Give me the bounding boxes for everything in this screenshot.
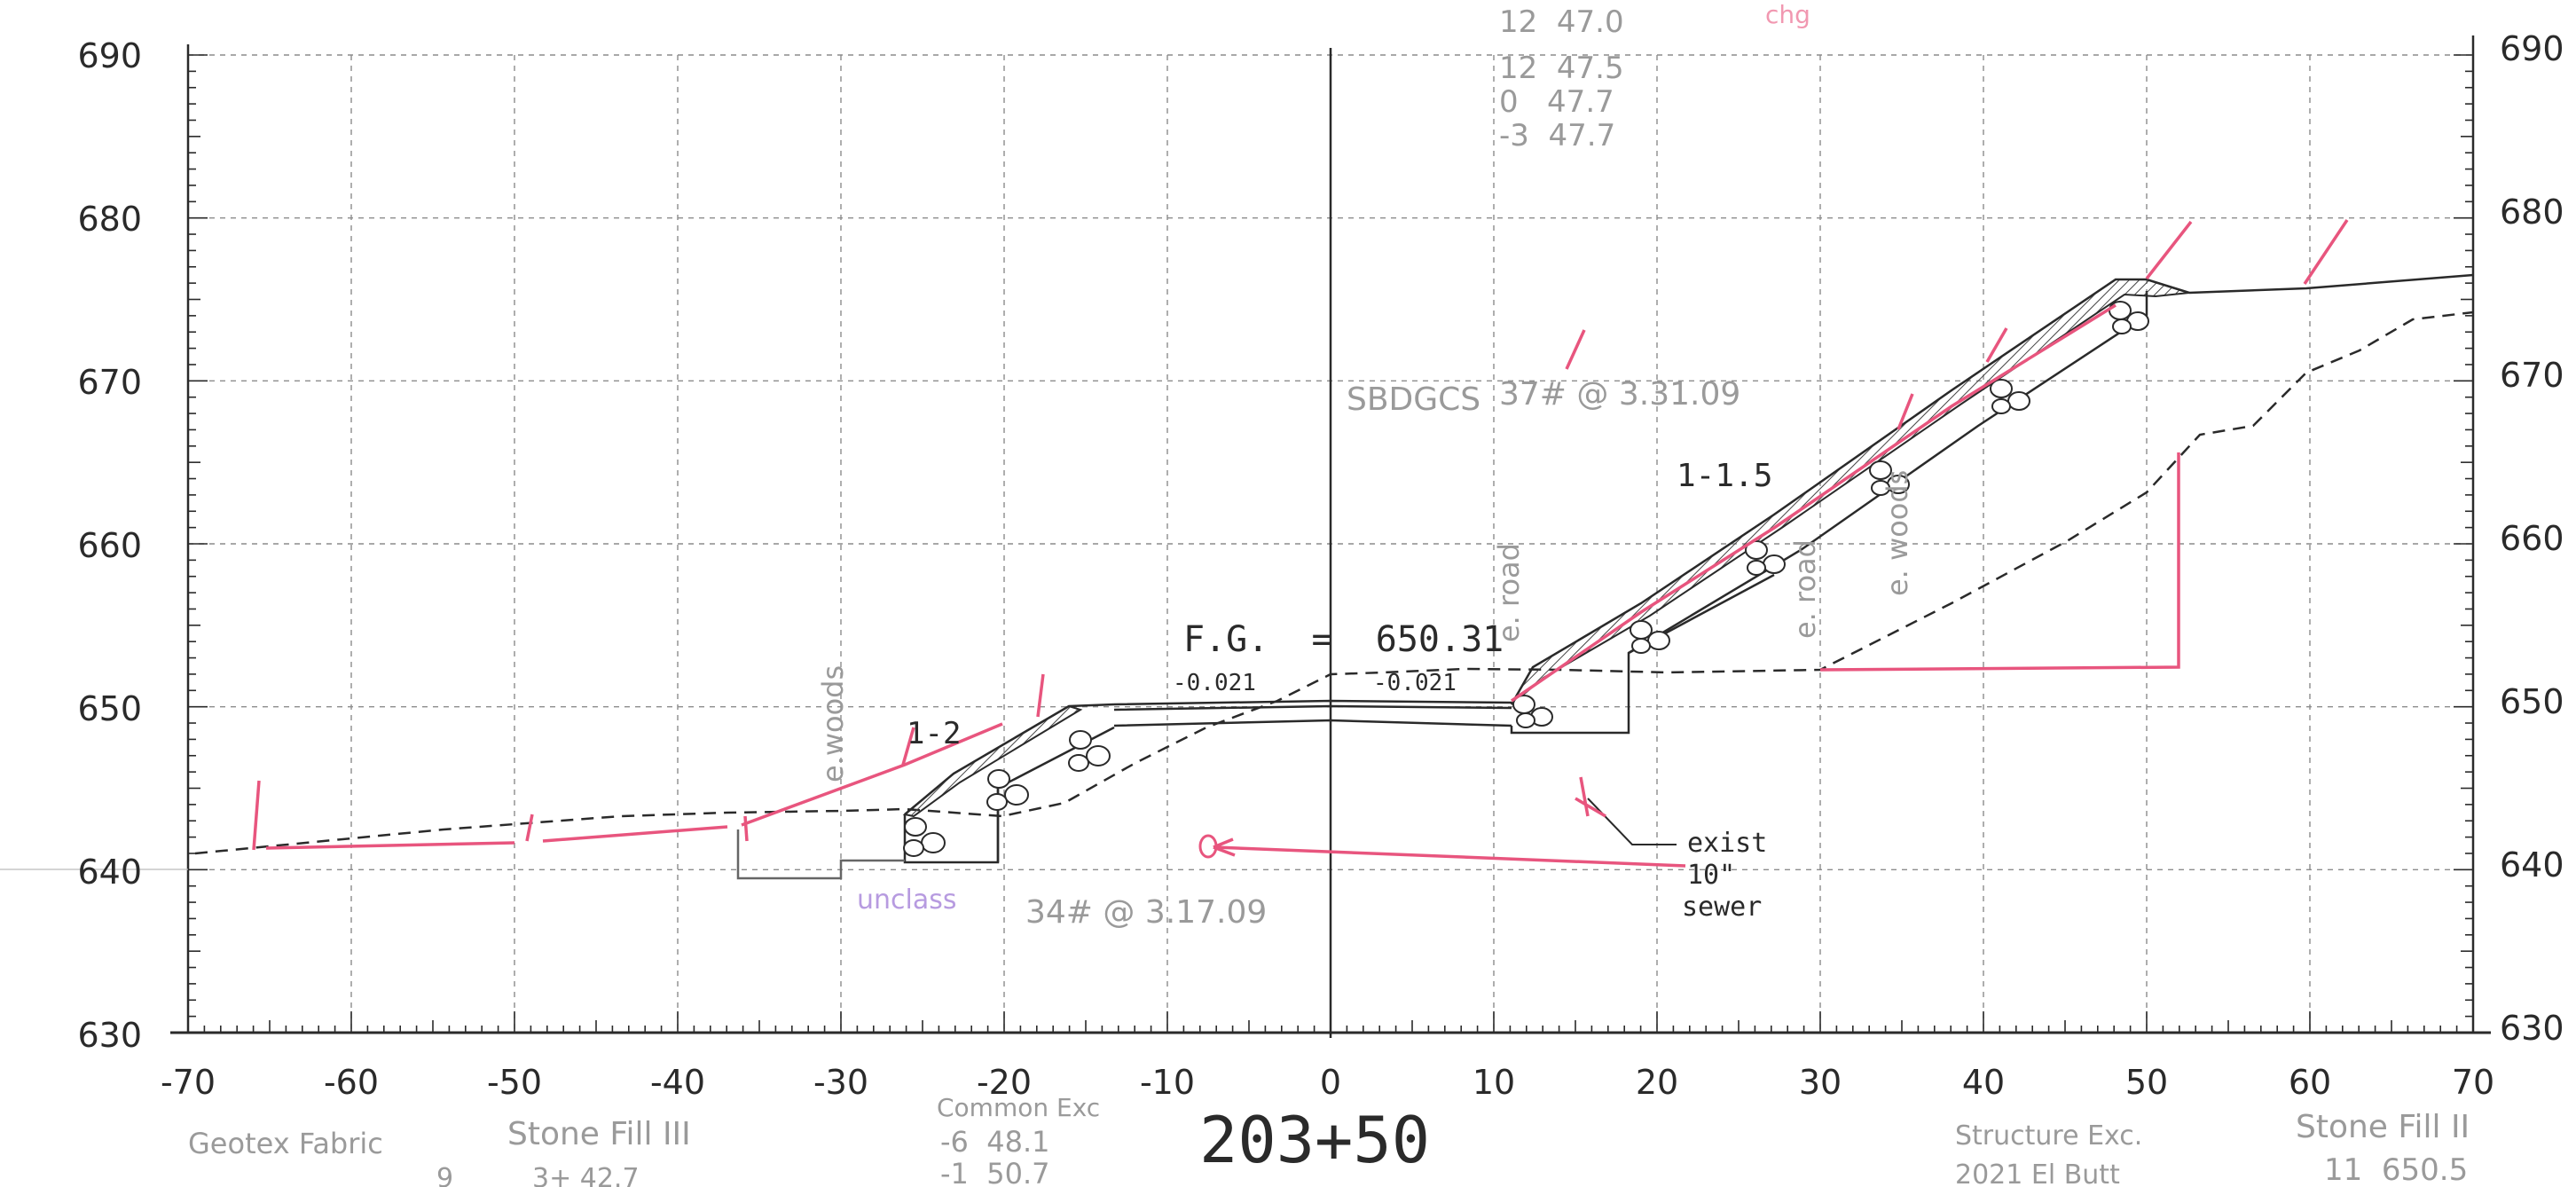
- note-bottom-stonefill2: Stone Fill II: [2296, 1109, 2470, 1145]
- slope-right-label: -0.021: [1373, 670, 1457, 696]
- x-tick-label: -50: [487, 1063, 542, 1102]
- y-tick-label: 640: [2500, 845, 2564, 884]
- y-tick-label: 660: [2500, 519, 2564, 558]
- note-bottom-9: 9: [436, 1163, 453, 1187]
- note-bottom-structure-val: 2021 El Butt: [1955, 1159, 2120, 1187]
- note-bottom-structure: Structure Exc.: [1955, 1120, 2142, 1152]
- existing-sewer-label: sewer: [1682, 892, 1762, 923]
- x-tick-label: -20: [977, 1063, 1032, 1102]
- edge-road-left: e. road: [1492, 543, 1526, 642]
- y-tick-label: 680: [77, 200, 142, 239]
- x-tick-label: 0: [1320, 1063, 1341, 1102]
- red-circle-mark: [1198, 834, 1218, 859]
- existing-sewer-size: 10": [1687, 860, 1735, 891]
- right-slope-hatch: [1511, 279, 2190, 705]
- note-sbdgcs: SBDGCS: [1347, 381, 1480, 418]
- x-tick-labels: -70 -60 -50 -40 -30 -20 -10 0 10 20 30 4…: [161, 1063, 2494, 1102]
- y-tick-label: 670: [77, 363, 142, 402]
- slope-ratio-right: 1-1.5: [1677, 458, 1772, 494]
- note-left-date: 34# @ 3.17.09: [1025, 894, 1267, 931]
- note-bottom-stonefill2-val: 11 650.5: [2324, 1152, 2468, 1187]
- note-unclass: unclass: [857, 884, 957, 916]
- note-top-1: 12 47.0: [1499, 4, 1624, 40]
- y-tick-label: 670: [2500, 356, 2564, 395]
- x-tick-label: 10: [1473, 1063, 1515, 1102]
- x-tick-label: 20: [1636, 1063, 1678, 1102]
- x-tick-label: -30: [813, 1063, 868, 1102]
- x-tick-label: 30: [1799, 1063, 1842, 1102]
- finished-grade-label: F.G. = 650.31: [1183, 619, 1504, 660]
- left-toe-box: [736, 829, 905, 880]
- y-tick-label: 690: [77, 36, 142, 75]
- x-tick-label: 50: [2125, 1063, 2168, 1102]
- note-top-4: -3 47.7: [1499, 118, 1615, 153]
- red-pencil-marks: [252, 219, 2349, 868]
- existing-sewer-exist: exist: [1687, 828, 1767, 859]
- edge-road-right: e. road: [1788, 539, 1822, 639]
- slope-left-label: -0.021: [1173, 670, 1256, 696]
- edge-woods-left: e.woods: [816, 665, 850, 782]
- left-slope-hatch: [902, 704, 1083, 818]
- y-tick-labels-left: 690 680 670 660 650 640 630: [77, 36, 142, 1055]
- x-tick-label: 40: [1962, 1063, 2005, 1102]
- slope-ratio-left: 1-2: [907, 716, 961, 751]
- note-top-right: chg: [1765, 0, 1810, 29]
- note-bottom-common-1: -6 48.1: [940, 1125, 1050, 1159]
- x-tick-label: -70: [161, 1063, 216, 1102]
- y-tick-label: 640: [77, 853, 142, 892]
- riprap-stones: [903, 301, 2149, 857]
- note-top-3: 0 47.7: [1499, 84, 1614, 120]
- frame: [0, 35, 2491, 1038]
- y-tick-labels-right: 690 680 670 660 650 640 630: [2500, 29, 2564, 1048]
- y-tick-label: 650: [77, 689, 142, 728]
- note-top-2: 12 47.5: [1499, 51, 1624, 86]
- existing-ground-right: [2188, 273, 2474, 295]
- note-bottom-common-2: -1 50.7: [940, 1157, 1050, 1187]
- edge-woods-right: e. woods: [1881, 470, 1914, 596]
- x-tick-label: -40: [650, 1063, 705, 1102]
- x-tick-label: -60: [324, 1063, 379, 1102]
- y-tick-label: 650: [2500, 682, 2564, 721]
- note-sbdgcs-date: 37# @ 3.31.09: [1499, 376, 1740, 413]
- station-label: 203+50: [1199, 1103, 1430, 1177]
- note-bottom-geotex: Geotex Fabric: [188, 1127, 383, 1160]
- note-bottom-common: Common Exc: [937, 1093, 1100, 1122]
- sewer-leader: [1587, 798, 1677, 845]
- x-tick-label: 60: [2289, 1063, 2331, 1102]
- existing-ground-line: [194, 311, 2474, 855]
- y-tick-label: 630: [2500, 1009, 2564, 1048]
- y-tick-label: 630: [77, 1016, 142, 1055]
- x-tick-label: -10: [1140, 1063, 1195, 1102]
- note-bottom-stonefill3-val: 3+ 42.7: [532, 1163, 640, 1187]
- x-tick-label: 70: [2452, 1063, 2494, 1102]
- y-tick-label: 660: [77, 526, 142, 565]
- y-tick-label: 680: [2500, 193, 2564, 232]
- y-tick-label: 690: [2500, 29, 2564, 68]
- note-bottom-stonefill3: Stone Fill III: [507, 1116, 691, 1152]
